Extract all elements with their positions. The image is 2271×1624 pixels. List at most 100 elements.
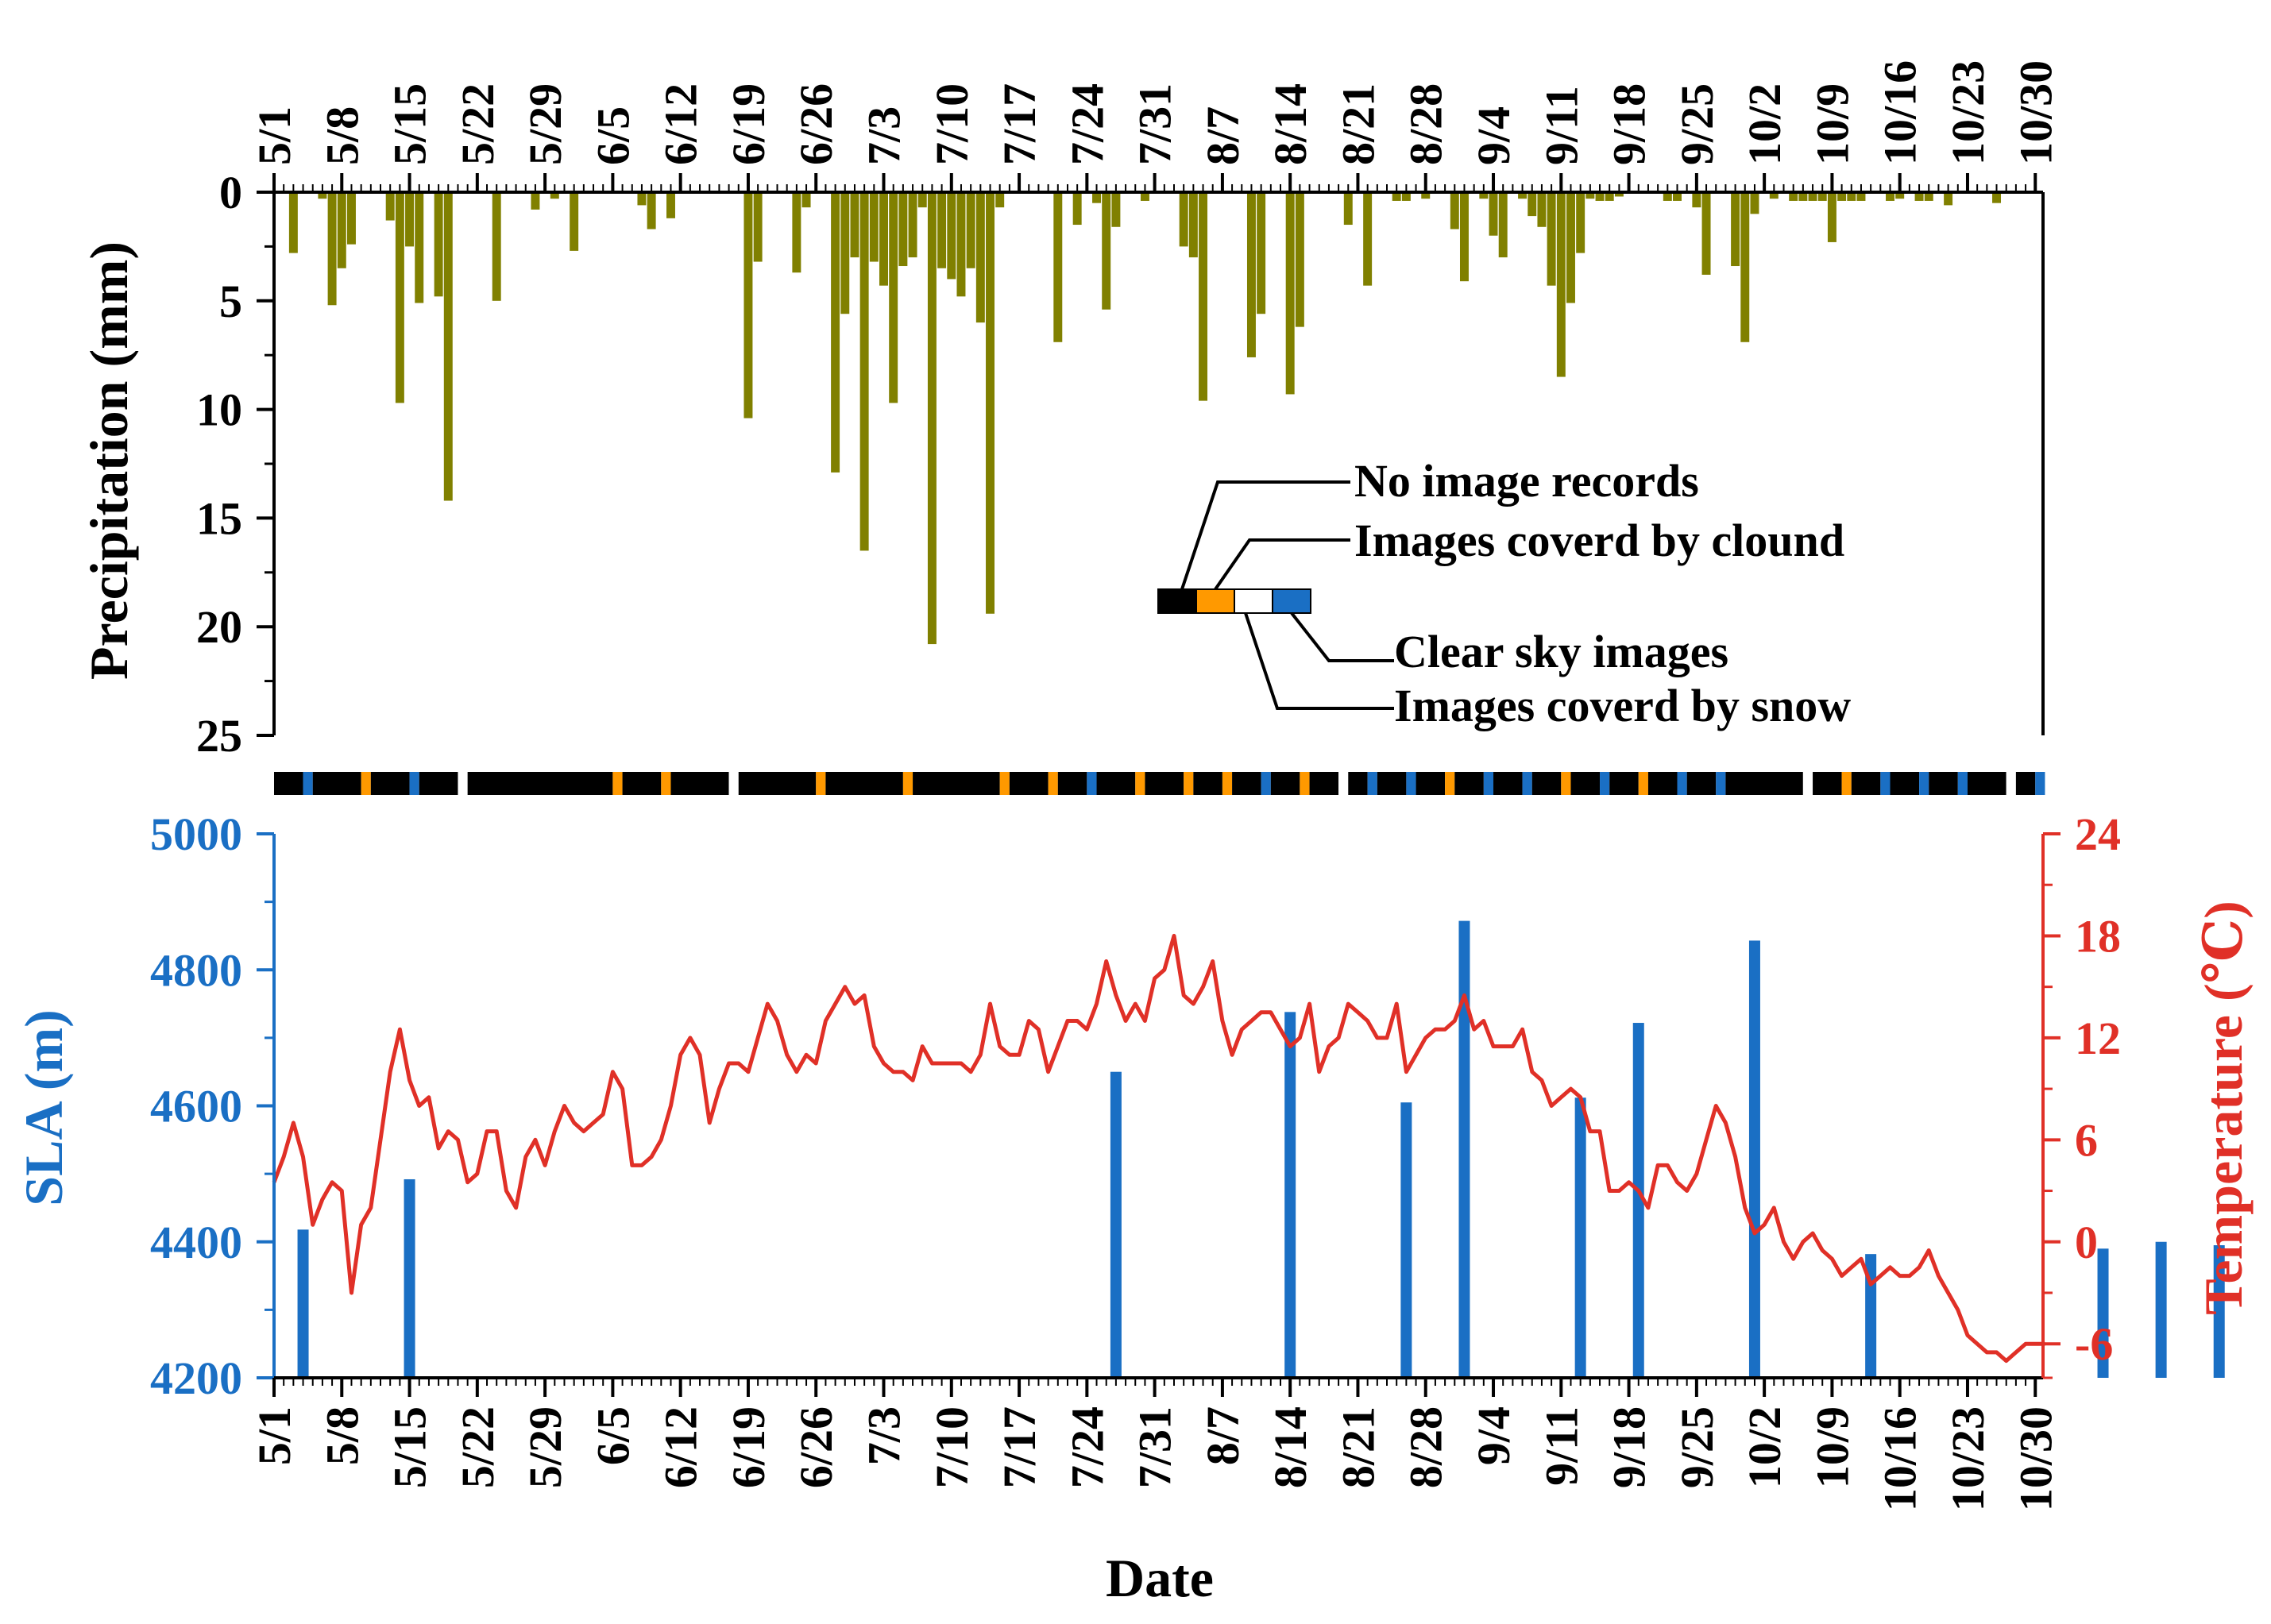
sla-ytick-label-3: 4800	[150, 944, 242, 996]
legend-label-cloud: Images coverd by clound	[1354, 515, 1844, 566]
precip-bar-6	[318, 192, 327, 199]
precip-bar-84	[1072, 192, 1082, 226]
bottom-xtick-label-23: 10/9	[1806, 1406, 1858, 1488]
precip-bar-124	[1459, 192, 1469, 282]
bottom-xtick-label-17: 8/28	[1400, 1406, 1452, 1488]
precip-bar-86	[1092, 192, 1102, 203]
strip-segment-none	[274, 772, 303, 795]
precip-axis-title: Precipitation (mm)	[79, 241, 139, 680]
strip-segment-none	[370, 772, 410, 795]
precip-bar-114	[1363, 192, 1373, 286]
strip-segment-clear	[303, 772, 313, 795]
precip-bar-60	[840, 192, 850, 314]
strip-segment-none	[670, 772, 729, 795]
precip-bar-161	[1817, 192, 1827, 201]
bottom-xtick-label-1: 5/8	[316, 1406, 368, 1465]
strip-segment-clear	[1261, 772, 1271, 795]
bottom-xtick-label-7: 6/19	[723, 1406, 774, 1488]
precip-bar-56	[801, 192, 811, 208]
precip-bar-138	[1595, 192, 1605, 201]
precip-bar-103	[1257, 192, 1266, 314]
strip-segment-none	[1813, 772, 1842, 795]
bottom-xtick-label-15: 8/14	[1265, 1406, 1316, 1488]
bottom-xtick-label-3: 5/22	[452, 1406, 504, 1488]
legend: No image records Images coverd by clound C…	[1157, 455, 1851, 731]
precip-bar-68	[917, 192, 927, 208]
strip-segment-none	[825, 772, 903, 795]
strip-segment-clear	[1406, 772, 1416, 795]
precip-bar-75	[986, 192, 995, 614]
precip-ytick-label-3: 15	[196, 492, 242, 544]
top-xtick-label-25: 10/23	[1942, 60, 1994, 165]
legend-swatch-cloud	[1195, 588, 1235, 614]
precip-bar-106	[1285, 192, 1295, 395]
precip-bar-87	[1102, 192, 1111, 310]
legend-swatch-snow	[1234, 588, 1273, 614]
top-xtick-label-23: 10/9	[1806, 83, 1858, 165]
top-xtick-label-22: 10/2	[1739, 83, 1790, 165]
temp-ytick-label-1: 0	[2075, 1217, 2098, 1268]
strip-segment-none	[1057, 772, 1087, 795]
precip-bar-7	[327, 192, 337, 306]
strip-segment-snow	[458, 772, 468, 795]
strip-segment-cloud	[661, 772, 671, 795]
precip-ytick-label-0: 0	[219, 167, 242, 218]
strip-segment-none	[2015, 772, 2036, 795]
top-xtick-label-5: 6/5	[587, 106, 639, 165]
strip-segment-none	[1851, 772, 1881, 795]
legend-label-snow: Images coverd by snow	[1394, 680, 1851, 731]
precip-bar-127	[1489, 192, 1498, 236]
precip-bar-146	[1673, 192, 1682, 201]
strip-segment-none	[1890, 772, 1920, 795]
strip-segment-none	[1609, 772, 1639, 795]
precip-ytick-label-2: 10	[196, 384, 242, 436]
precip-bar-102	[1246, 192, 1256, 357]
precip-bar-169	[1895, 192, 1905, 199]
strip-segment-none	[1377, 772, 1407, 795]
top-xtick-label-9: 7/3	[859, 106, 910, 165]
precip-bar-112	[1343, 192, 1353, 226]
sla-bar-4	[1284, 1012, 1296, 1378]
precip-bar-28	[531, 192, 540, 210]
sla-axis-title: SLA (m)	[14, 1009, 74, 1205]
strip-segment-none	[1193, 772, 1222, 795]
precip-bar-62	[859, 192, 869, 551]
bottom-xtick-label-2: 5/15	[384, 1406, 436, 1488]
precip-ytick-label-4: 20	[196, 601, 242, 653]
precip-bar-24	[492, 192, 501, 301]
precip-bar-70	[937, 192, 947, 268]
precip-bar-163	[1837, 192, 1847, 201]
strip-segment-none	[1570, 772, 1601, 795]
strip-segment-clear	[1087, 772, 1097, 795]
strip-segment-clear	[1919, 772, 1929, 795]
precip-bar-82	[1053, 192, 1063, 342]
temperature-line	[272, 933, 2045, 1364]
top-xtick-label-11: 7/17	[994, 83, 1045, 165]
strip-segment-none	[1725, 772, 1803, 795]
legend-leader-cloud	[1214, 538, 1350, 591]
bottom-xtick-label-5: 6/5	[587, 1406, 639, 1465]
precip-bar-139	[1605, 192, 1614, 201]
bottom-xtick-label-19: 9/11	[1535, 1406, 1587, 1486]
precip-bar-156	[1769, 192, 1779, 199]
temp-ytick-label-3: 12	[2075, 1013, 2121, 1064]
strip-segment-none	[622, 772, 662, 795]
bottom-xtick-label-6: 6/12	[655, 1406, 707, 1488]
bottom-xtick-label-21: 9/25	[1671, 1406, 1723, 1488]
precip-bar-135	[1566, 192, 1575, 303]
precip-ytick-label-5: 25	[196, 710, 242, 762]
temp-ytick-label-0: -6	[2075, 1318, 2113, 1370]
precip-bar-165	[1856, 192, 1866, 201]
strip-segment-none	[1454, 772, 1484, 795]
legend-leader-clear	[1290, 611, 1394, 662]
sla-ytick-label-0: 4200	[150, 1352, 242, 1404]
precip-bar-8	[337, 192, 346, 268]
precip-bar-171	[1914, 192, 1924, 201]
sla-ytick-label-4: 5000	[150, 808, 242, 860]
tick-labels: 0 5 10 15 20 25 5/1 5/8 5/15 5/22 5/29 6/5 6/12 6/19 6…	[150, 60, 2121, 1511]
strip-segment-none	[1309, 772, 1339, 795]
precip-bar-140	[1614, 192, 1624, 197]
bottom-xtick-label-0: 5/1	[249, 1406, 300, 1465]
sla-bars	[297, 920, 2225, 1378]
